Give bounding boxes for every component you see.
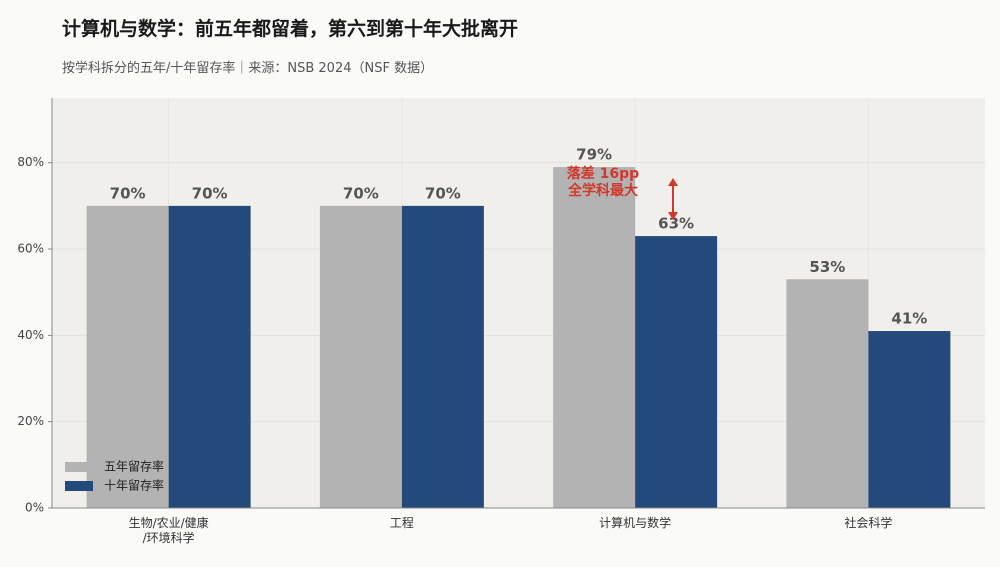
bar [786, 279, 869, 508]
bar [168, 205, 251, 509]
value-label: 70% [343, 184, 379, 202]
bar [86, 205, 169, 509]
annotation: 落差 16pp 全学科最大 [566, 166, 640, 199]
bar [635, 236, 718, 508]
chart-title: 计算机与数学：前五年都留着，第六到第十年大批离开 [62, 18, 519, 40]
value-label: 41% [891, 310, 927, 328]
bar [401, 205, 484, 509]
value-label: 79% [576, 146, 612, 164]
legend-label: 十年留存率 [104, 478, 164, 493]
legend-swatch [65, 462, 93, 472]
value-label: 70% [192, 184, 228, 202]
x-tick-label: 计算机与数学 [599, 516, 672, 530]
y-tick-label: 40% [17, 328, 44, 342]
bar [553, 167, 636, 509]
bar [868, 331, 951, 508]
value-label: 70% [425, 184, 461, 202]
legend-swatch [65, 481, 93, 491]
bar [319, 205, 402, 509]
x-tick-label: 工程 [389, 516, 414, 530]
y-tick-label: 0% [25, 501, 44, 515]
chart-subtitle: 按学科拆分的五年/十年留存率｜来源：NSB 2024（NSF 数据） [62, 61, 434, 76]
legend-label: 五年留存率 [104, 459, 164, 474]
y-tick-label: 60% [17, 242, 44, 256]
value-label: 63% [658, 215, 694, 233]
value-label: 70% [110, 184, 146, 202]
value-label: 53% [809, 258, 845, 276]
x-tick-label: 生物/农业/健康 /环境科学 [128, 516, 209, 545]
y-tick-label: 20% [17, 414, 44, 428]
x-tick-label: 社会科学 [844, 516, 893, 530]
y-tick-label: 80% [17, 155, 44, 169]
